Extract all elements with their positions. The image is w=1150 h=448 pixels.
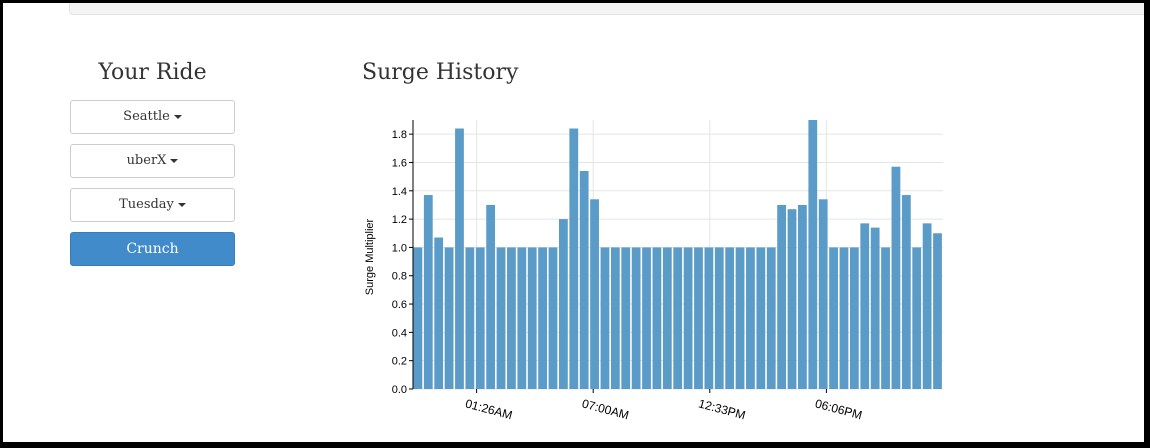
bars-group xyxy=(413,120,942,389)
bar xyxy=(777,204,787,389)
chart-title: Surge History xyxy=(362,60,519,85)
your-ride-heading: Your Ride xyxy=(98,60,207,85)
service-dropdown[interactable]: uberX xyxy=(70,144,235,178)
bar xyxy=(860,223,870,389)
bar xyxy=(798,204,807,389)
bar xyxy=(642,247,651,389)
bar xyxy=(912,247,922,389)
bar xyxy=(756,247,766,389)
bar xyxy=(714,247,724,389)
bar xyxy=(579,170,589,389)
bar xyxy=(652,247,662,389)
y-tick-label: 0.6 xyxy=(392,299,407,311)
bar xyxy=(610,247,620,389)
x-tick-label: 07:00AM xyxy=(580,396,630,422)
bar xyxy=(725,247,735,389)
bar xyxy=(673,247,683,389)
bar xyxy=(870,227,880,389)
service-dropdown-label: uberX xyxy=(126,153,167,168)
bar xyxy=(548,247,558,389)
top-panel-edge xyxy=(69,3,1144,15)
y-tick-label: 0.2 xyxy=(392,356,407,368)
bar xyxy=(413,247,423,389)
bar xyxy=(901,195,911,389)
bar xyxy=(475,247,485,389)
page: Your Ride Seattle uberX Tuesday Crunch S… xyxy=(3,3,1144,442)
y-tick-label: 0.0 xyxy=(392,384,407,396)
bar xyxy=(849,247,859,389)
bar xyxy=(891,166,901,389)
y-tick-label: 1.2 xyxy=(392,214,407,226)
bar xyxy=(423,195,433,389)
bar xyxy=(933,233,942,389)
bar xyxy=(558,219,568,389)
y-tick-label: 1.4 xyxy=(392,186,407,198)
y-tick-label: 0.4 xyxy=(392,327,407,339)
x-axis: 01:26AM 07:00AM 12:33PM 06:06PM xyxy=(464,389,864,422)
bar xyxy=(621,247,631,389)
bar xyxy=(704,247,714,389)
y-tick-label: 1.0 xyxy=(392,242,407,254)
caret-down-icon xyxy=(173,114,182,119)
bar xyxy=(746,247,755,389)
bar xyxy=(569,128,579,389)
bar xyxy=(444,247,454,389)
bar xyxy=(662,247,672,389)
y-axis: 0.0 0.2 0.4 0.6 0.8 1.0 1.2 1.4 1.6 1.8 xyxy=(392,120,414,396)
bar xyxy=(808,120,818,389)
bar xyxy=(590,199,599,389)
caret-down-icon xyxy=(170,158,179,163)
x-tick-label: 12:33PM xyxy=(697,396,747,422)
bar xyxy=(922,223,932,389)
y-axis-title: Surge Multiplier xyxy=(364,218,376,295)
city-dropdown-label: Seattle xyxy=(123,109,170,124)
bar xyxy=(538,247,547,389)
bar xyxy=(881,247,890,389)
bar xyxy=(517,247,527,389)
bar xyxy=(455,128,464,389)
bar xyxy=(600,247,610,389)
bar xyxy=(465,247,475,389)
bar xyxy=(683,247,693,389)
day-dropdown-label: Tuesday xyxy=(119,197,174,212)
bar xyxy=(735,247,745,389)
bar xyxy=(787,209,797,389)
y-tick-label: 1.6 xyxy=(392,157,407,169)
x-tick-label: 06:06PM xyxy=(814,396,864,422)
surge-chart: 0.0 0.2 0.4 0.6 0.8 1.0 1.2 1.4 1.6 1.8 01:26AM 07… xyxy=(364,120,943,422)
bar xyxy=(496,247,506,389)
x-tick-label: 01:26AM xyxy=(464,396,514,422)
bar xyxy=(507,247,516,389)
bar xyxy=(694,247,703,389)
bar xyxy=(527,247,537,389)
bar xyxy=(818,199,828,389)
day-dropdown[interactable]: Tuesday xyxy=(70,188,235,222)
bar xyxy=(766,247,776,389)
bar xyxy=(839,247,849,389)
bar xyxy=(631,247,641,389)
bar xyxy=(486,204,496,389)
bar xyxy=(434,237,444,389)
y-tick-label: 0.8 xyxy=(392,271,407,283)
caret-down-icon xyxy=(177,202,186,207)
bar xyxy=(829,247,838,389)
city-dropdown[interactable]: Seattle xyxy=(70,100,235,134)
y-tick-label: 1.8 xyxy=(392,129,407,141)
crunch-button[interactable]: Crunch xyxy=(70,232,235,266)
